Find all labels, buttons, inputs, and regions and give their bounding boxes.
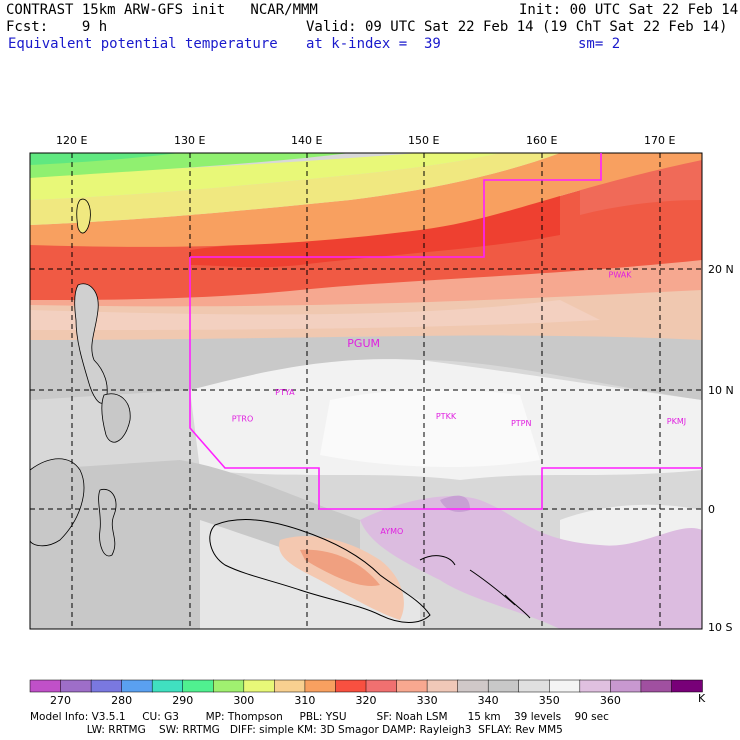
colorbar-swatch	[396, 679, 428, 693]
colorbar-swatch	[90, 679, 123, 693]
colorbar-label: 300	[233, 694, 255, 707]
model-info-line2: LW: RRTMG SW: RRTMG DIFF: simple KM: 3D …	[30, 724, 563, 736]
colorbar-unit: K	[698, 692, 706, 705]
station-aymo: AYMO	[380, 527, 403, 536]
lon-label-130e: 130 E	[174, 134, 206, 147]
colorbar-label: 360	[599, 694, 621, 707]
colorbar-swatch	[640, 679, 673, 693]
colorbar-swatch	[335, 679, 367, 693]
lat-label-10n: 10 N	[708, 384, 734, 397]
lon-label-120e: 120 E	[56, 134, 88, 147]
colorbar-swatch	[213, 679, 245, 693]
colorbar-swatch	[243, 679, 276, 693]
colorbar-swatch	[518, 679, 551, 693]
colorbar-swatch	[549, 679, 581, 693]
station-pkmj: PKMJ	[667, 417, 686, 426]
colorbar-swatch	[60, 679, 92, 693]
lon-label-140e: 140 E	[291, 134, 323, 147]
colorbar-swatch	[426, 679, 459, 693]
colorbar-swatch	[121, 679, 153, 693]
field-name: Equivalent potential temperature	[8, 36, 278, 52]
colorbar-label: 270	[50, 694, 72, 707]
station-pwak: PWAK	[609, 270, 633, 279]
station-ptya: PTYA	[275, 388, 295, 397]
colorbar-swatch	[457, 679, 489, 693]
station-ptro: PTRO	[232, 414, 254, 423]
forecast-hour: Fcst: 9 h	[6, 19, 108, 35]
colorbar-swatch	[151, 679, 184, 693]
colorbar-swatch	[671, 679, 703, 693]
station-layer: PWAK PGUM PTYA PTRO PTKK PTPN PKMJ AYMO	[232, 270, 686, 536]
theta-e-field	[30, 153, 702, 629]
colorbar-label: 330	[416, 694, 438, 707]
colorbar-label: 290	[172, 694, 194, 707]
colorbar-swatch	[304, 679, 337, 693]
header-title: CONTRAST 15km ARW-GFS init NCAR/MMM	[6, 2, 318, 18]
level-index: at k-index = 39	[306, 36, 441, 52]
colorbar-label: 340	[477, 694, 499, 707]
plot-frame	[29, 152, 703, 630]
colorbar-label: 280	[111, 694, 133, 707]
lon-label-160e: 160 E	[526, 134, 558, 147]
lon-label-150e: 150 E	[408, 134, 440, 147]
colorbar-swatch	[182, 679, 215, 693]
lon-label-170e: 170 E	[644, 134, 676, 147]
colorbar-swatch	[610, 679, 642, 693]
init-time: Init: 00 UTC Sat 22 Feb 14	[519, 2, 739, 18]
model-info-line1: Model Info: V3.5.1 CU: G3 MP: Thompson P…	[30, 711, 609, 723]
lat-label-10s: 10 S	[708, 621, 733, 634]
colorbar-swatch	[365, 679, 398, 693]
station-ptkk: PTKK	[436, 412, 457, 421]
colorbar-label: 350	[538, 694, 560, 707]
lat-label-0: 0	[708, 503, 715, 516]
station-pgum: PGUM	[347, 337, 380, 350]
colorbar-swatch	[579, 679, 612, 693]
colorbar-swatch	[29, 679, 62, 693]
station-ptpn: PTPN	[511, 419, 532, 428]
valid-time: Valid: 09 UTC Sat 22 Feb 14 (19 ChT Sat …	[306, 19, 728, 35]
lat-label-20n: 20 N	[708, 263, 734, 276]
smoothing: sm= 2	[578, 36, 621, 52]
domain-boundary	[189, 153, 702, 510]
colorbar-label: 310	[294, 694, 316, 707]
colorbar-swatch	[487, 679, 520, 693]
colorbar-label: 320	[355, 694, 377, 707]
colorbar-swatch	[274, 679, 306, 693]
